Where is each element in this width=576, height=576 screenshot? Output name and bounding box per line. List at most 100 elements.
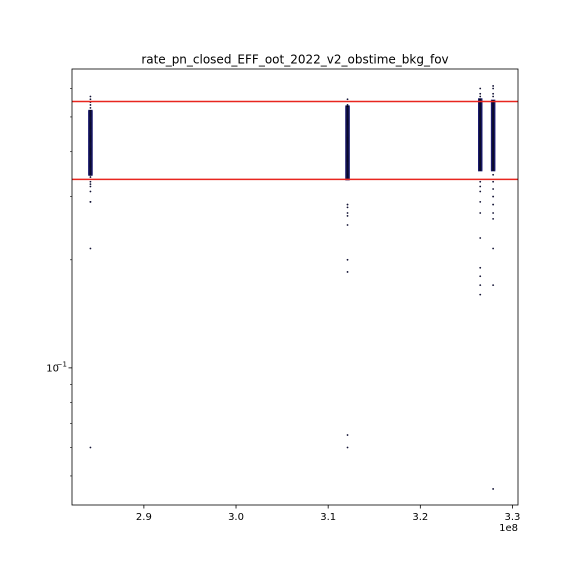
data-point-core	[346, 177, 349, 179]
data-point-core	[346, 167, 349, 169]
data-point-core	[479, 113, 482, 115]
data-point	[479, 237, 482, 239]
data-point-core	[479, 134, 482, 136]
data-point-core	[492, 157, 495, 159]
data-point-core	[492, 121, 495, 123]
data-point-core	[479, 146, 482, 148]
data-point-core	[492, 147, 495, 149]
data-point-core	[346, 112, 349, 114]
data-point-core	[492, 105, 495, 107]
data-point-core	[479, 115, 482, 117]
x-tick-label: 3.0	[228, 512, 244, 523]
data-point-core	[346, 116, 349, 118]
data-point-core	[346, 165, 349, 167]
data-point-core	[492, 119, 495, 121]
data-point-core	[479, 152, 482, 154]
data-point-core	[346, 120, 349, 122]
data-point-core	[346, 169, 349, 171]
data-point-core	[346, 145, 349, 148]
data-point	[346, 98, 349, 101]
data-point-core	[479, 111, 482, 113]
data-point-core	[479, 131, 482, 133]
data-point-core	[346, 123, 349, 125]
data-point	[346, 258, 349, 261]
data-point-core	[492, 106, 495, 108]
data-point-core	[479, 126, 482, 128]
data-point-core	[492, 136, 495, 138]
data-point	[346, 206, 349, 209]
data-point-core	[479, 155, 482, 157]
data-point-core	[346, 110, 349, 112]
data-point-core	[492, 108, 495, 110]
data-point-core	[346, 143, 349, 146]
data-point-core	[479, 145, 482, 147]
data-point-core	[479, 132, 482, 134]
chart-title: rate_pn_closed_EFF_oot_2022_v2_obstime_b…	[141, 53, 448, 67]
data-point-core	[492, 140, 495, 142]
data-point-core	[479, 137, 482, 140]
data-point-core	[492, 141, 495, 143]
data-point-core	[479, 116, 482, 118]
x-tick-label: 2.9	[136, 512, 152, 523]
data-point	[479, 266, 482, 269]
data-point-core	[479, 164, 482, 166]
data-point	[89, 106, 92, 109]
data-point-core	[492, 137, 495, 139]
data-point	[89, 183, 92, 186]
data-point-core	[479, 125, 482, 127]
data-point	[346, 215, 349, 217]
data-point-core	[346, 124, 349, 127]
data-point-core	[492, 146, 495, 148]
data-point-core	[479, 120, 482, 122]
data-point-core	[346, 129, 349, 131]
data-point-core	[479, 167, 482, 169]
data-point-core	[346, 142, 349, 145]
data-point	[89, 98, 92, 101]
data-point	[89, 176, 92, 178]
data-point-core	[479, 154, 482, 156]
reference-lines	[72, 100, 518, 181]
data-point-core	[492, 166, 495, 168]
data-point-core	[479, 128, 482, 130]
data-point-core	[479, 151, 482, 153]
data-point	[492, 173, 495, 176]
data-point-core	[346, 125, 349, 128]
data-point-core	[479, 148, 482, 150]
data-point-core	[479, 102, 482, 104]
data-point-core	[346, 156, 349, 158]
data-point-core	[346, 151, 349, 153]
data-point-core	[492, 128, 495, 130]
data-point-core	[492, 120, 495, 122]
data-point-core	[492, 150, 495, 152]
data-point-core	[492, 130, 495, 132]
data-point-core	[479, 166, 482, 168]
data-point-core	[492, 159, 495, 161]
data-point-core	[492, 145, 495, 147]
data-point-core	[479, 124, 482, 126]
data-point-core	[346, 147, 349, 149]
data-point-core	[492, 142, 495, 144]
data-point-core	[492, 127, 495, 129]
data-point-core	[346, 114, 349, 116]
data-point-core	[346, 176, 349, 178]
data-point-core	[346, 106, 349, 109]
data-point-core	[346, 130, 349, 132]
data-point	[492, 87, 495, 90]
data-point	[492, 85, 495, 87]
data-point-core	[492, 164, 495, 166]
data-point-core	[346, 148, 349, 150]
data-point	[492, 247, 495, 250]
data-point-core	[479, 107, 482, 110]
data-point-core	[346, 139, 349, 141]
data-point-core	[479, 169, 482, 171]
data-point	[346, 446, 349, 449]
data-point-core	[479, 110, 482, 112]
data-point-core	[479, 122, 482, 124]
data-point-core	[346, 159, 349, 161]
data-point-core	[492, 114, 495, 116]
data-point-core	[479, 130, 482, 132]
data-point-core	[89, 110, 92, 112]
data-point-core	[492, 118, 495, 120]
data-point-core	[479, 127, 482, 129]
